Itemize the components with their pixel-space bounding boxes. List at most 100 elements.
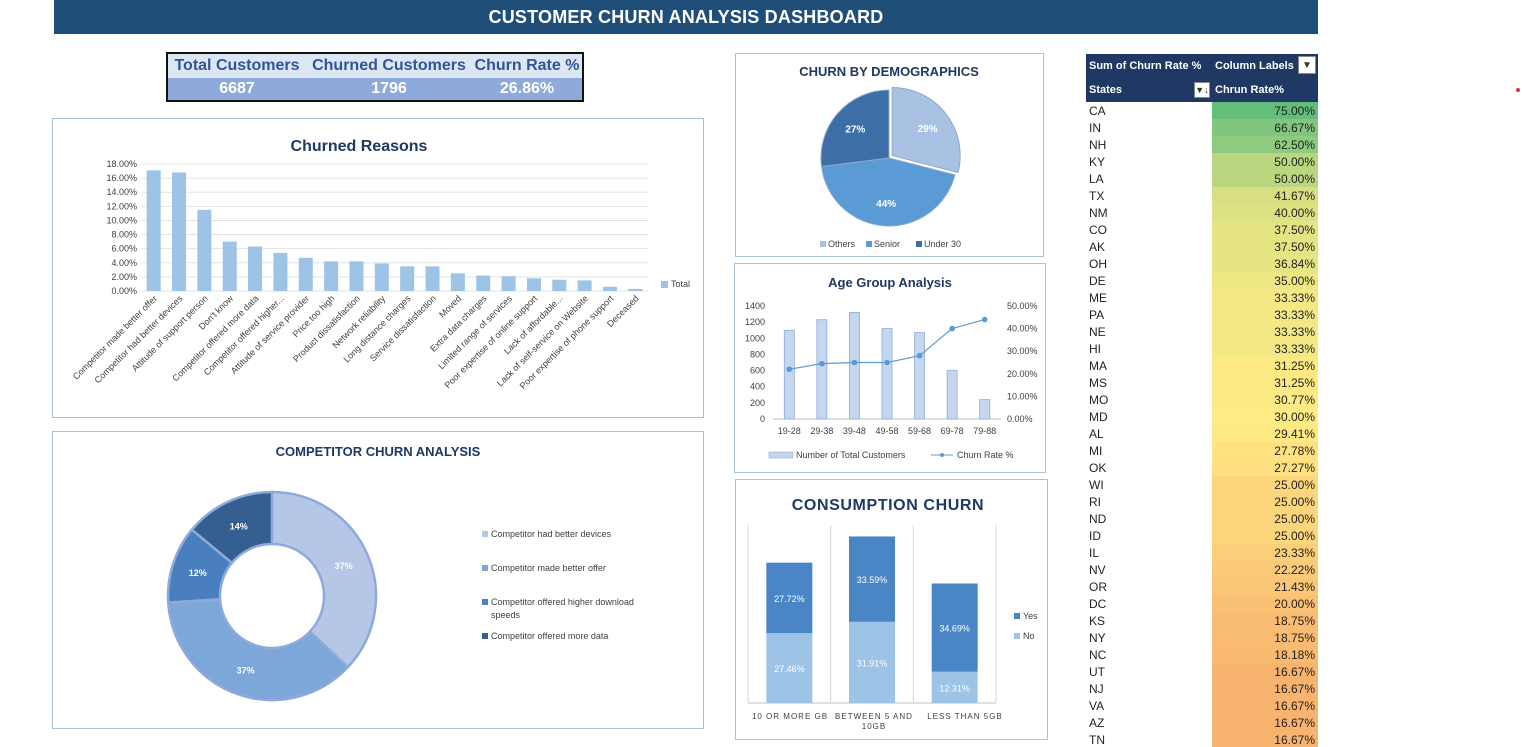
table-row[interactable]: RI 25.00%: [1086, 493, 1318, 510]
slice-label: 29%: [918, 124, 938, 135]
chart-title: CHURN BY DEMOGRAPHICS: [799, 64, 979, 79]
y-left-tick-label: 1000: [745, 333, 765, 343]
table-row[interactable]: DE 35.00%: [1086, 272, 1318, 289]
table-row[interactable]: NY 18.75%: [1086, 629, 1318, 646]
bar: [172, 172, 187, 291]
table-row[interactable]: ID 25.00%: [1086, 527, 1318, 544]
table-row[interactable]: MS 31.25%: [1086, 374, 1318, 391]
bar: [197, 209, 212, 291]
table-row[interactable]: KY 50.00%: [1086, 153, 1318, 170]
state-churn-pivot-table[interactable]: Sum of Churn Rate % Column Labels ▼ Stat…: [1086, 54, 1318, 747]
bar: [222, 241, 237, 291]
state-cell: WI: [1086, 476, 1212, 493]
table-row[interactable]: NH 62.50%: [1086, 136, 1318, 153]
donut-slice: [166, 597, 350, 702]
table-row[interactable]: MA 31.25%: [1086, 357, 1318, 374]
table-row[interactable]: CO 37.50%: [1086, 221, 1318, 238]
state-cell: OH: [1086, 255, 1212, 272]
churned-reasons-chart[interactable]: Churned Reasons 0.00% 2.00% 4.00% 6.00% 8.00%…: [52, 118, 704, 418]
table-row[interactable]: KS 18.75%: [1086, 612, 1318, 629]
consumption-chart[interactable]: CONSUMPTION CHURN 27.46% 27.72% 31.91% 33.59…: [735, 479, 1048, 740]
line-point: [786, 366, 793, 373]
table-row[interactable]: WI 25.00%: [1086, 476, 1318, 493]
rate-cell: 18.75%: [1212, 629, 1318, 646]
table-row[interactable]: AK 37.50%: [1086, 238, 1318, 255]
cell-marker-dot: [1516, 88, 1520, 92]
bar: [783, 329, 795, 420]
table-row[interactable]: PA 33.33%: [1086, 306, 1318, 323]
table-row[interactable]: OH 36.84%: [1086, 255, 1318, 272]
bar: [914, 332, 925, 420]
table-row[interactable]: AZ 16.67%: [1086, 714, 1318, 731]
legend-label: Under 30: [924, 239, 961, 249]
state-cell: HI: [1086, 340, 1212, 357]
table-row[interactable]: AL 29.41%: [1086, 425, 1318, 442]
table-row[interactable]: CA 75.00%: [1086, 102, 1318, 119]
x-tick-label: 59-68: [908, 426, 931, 436]
table-row[interactable]: NJ 16.67%: [1086, 680, 1318, 697]
y-left-tick-label: 400: [750, 382, 765, 392]
churn-rate-label: Churn Rate %: [474, 57, 580, 74]
y-right-tick-label: 10.00%: [1007, 391, 1038, 401]
sort-dropdown-icon[interactable]: ▼↓: [1194, 82, 1210, 98]
rate-cell: 33.33%: [1212, 289, 1318, 306]
donut-slice: [190, 490, 274, 565]
table-row[interactable]: ND 25.00%: [1086, 510, 1318, 527]
table-row[interactable]: OR 21.43%: [1086, 578, 1318, 595]
table-row[interactable]: NC 18.18%: [1086, 646, 1318, 663]
slice-label: 14%: [230, 521, 248, 531]
bar: [248, 246, 263, 291]
table-row[interactable]: NE 33.33%: [1086, 323, 1318, 340]
bar: [501, 276, 516, 291]
state-cell: OK: [1086, 459, 1212, 476]
legend-label: Senior: [874, 239, 900, 249]
state-cell: MS: [1086, 374, 1212, 391]
table-row[interactable]: VA 16.67%: [1086, 697, 1318, 714]
x-tick-label: Poor expertise of phone support: [518, 293, 616, 391]
x-tick-label: 39-48: [843, 426, 866, 436]
state-cell: AZ: [1086, 714, 1212, 731]
table-row[interactable]: IN 66.67%: [1086, 119, 1318, 136]
rate-cell: 25.00%: [1212, 476, 1318, 493]
filter-icon[interactable]: ▼: [1298, 56, 1316, 74]
y-right-tick-label: 40.00%: [1007, 324, 1038, 334]
legend-label: Competitor offered higher download: [491, 597, 634, 607]
age-group-chart[interactable]: Age Group Analysis 0 200 400 600 800 1000 1200 1…: [734, 263, 1046, 473]
table-row[interactable]: HI 33.33%: [1086, 340, 1318, 357]
state-cell: TN: [1086, 731, 1212, 747]
rate-cell: 66.67%: [1212, 119, 1318, 136]
state-cell: UT: [1086, 663, 1212, 680]
bar: [577, 280, 592, 291]
state-cell: TX: [1086, 187, 1212, 204]
table-row[interactable]: NM 40.00%: [1086, 204, 1318, 221]
state-cell: NC: [1086, 646, 1212, 663]
table-row[interactable]: UT 16.67%: [1086, 663, 1318, 680]
state-cell: NJ: [1086, 680, 1212, 697]
table-row[interactable]: DC 20.00%: [1086, 595, 1318, 612]
table-row[interactable]: LA 50.00%: [1086, 170, 1318, 187]
y-right-tick-label: 50.00%: [1007, 301, 1038, 311]
slice-label: 37%: [335, 561, 353, 571]
dashboard-title: CUSTOMER CHURN ANALYSIS DASHBOARD: [54, 0, 1318, 34]
table-row[interactable]: MD 30.00%: [1086, 408, 1318, 425]
table-row[interactable]: TN 16.67%: [1086, 731, 1318, 747]
slice-label: 44%: [876, 199, 896, 210]
state-cell: NH: [1086, 136, 1212, 153]
table-row[interactable]: IL 23.33%: [1086, 544, 1318, 561]
y-right-tick-label: 0.00%: [1007, 414, 1033, 424]
legend-swatch: [1014, 633, 1020, 639]
state-cell: PA: [1086, 306, 1212, 323]
competitor-churn-chart[interactable]: COMPETITOR CHURN ANALYSIS 37% 37% 12% 14% Com…: [52, 431, 704, 729]
segment-label: 27.72%: [774, 594, 805, 604]
table-row[interactable]: ME 33.33%: [1086, 289, 1318, 306]
demographics-chart[interactable]: CHURN BY DEMOGRAPHICS 29% 44% 27% Others Seni…: [735, 53, 1044, 257]
table-row[interactable]: NV 22.22%: [1086, 561, 1318, 578]
table-row[interactable]: MI 27.78%: [1086, 442, 1318, 459]
table-row[interactable]: TX 41.67%: [1086, 187, 1318, 204]
table-row[interactable]: OK 27.27%: [1086, 459, 1318, 476]
rate-cell: 29.41%: [1212, 425, 1318, 442]
state-cell: ND: [1086, 510, 1212, 527]
bar: [374, 263, 389, 291]
table-row[interactable]: MO 30.77%: [1086, 391, 1318, 408]
state-cell: DE: [1086, 272, 1212, 289]
